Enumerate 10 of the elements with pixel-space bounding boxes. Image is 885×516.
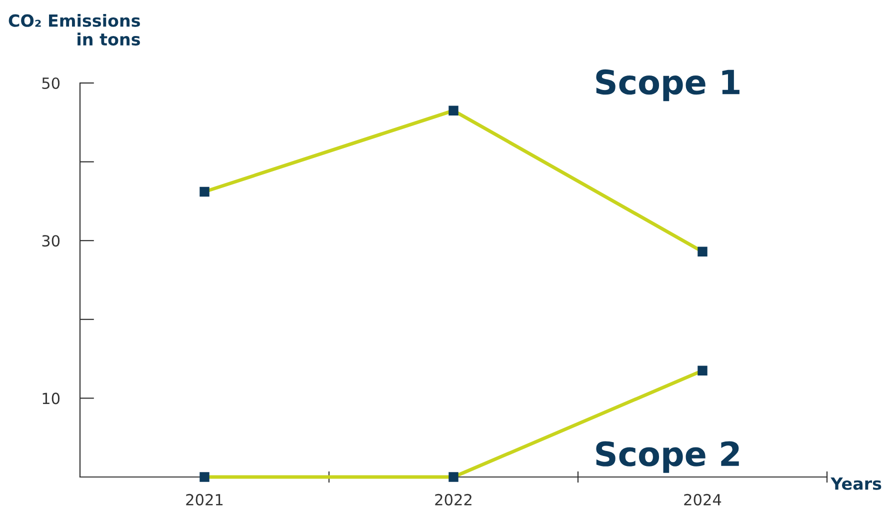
x-tick-label: 2024: [684, 494, 722, 506]
y-tick-label: 10: [42, 392, 60, 404]
y-tick-label: 30: [42, 235, 60, 247]
y-axis-title: CO₂ Emissions in tons: [8, 14, 140, 46]
series-label: Scope 2: [596, 441, 739, 473]
y-tick-label: 50: [42, 77, 60, 90]
x-tick-label: 2022: [435, 494, 472, 506]
x-tick-label: 2021: [186, 494, 223, 506]
x-axis-title: Years: [830, 478, 882, 490]
text: Scope 1: [596, 69, 740, 102]
